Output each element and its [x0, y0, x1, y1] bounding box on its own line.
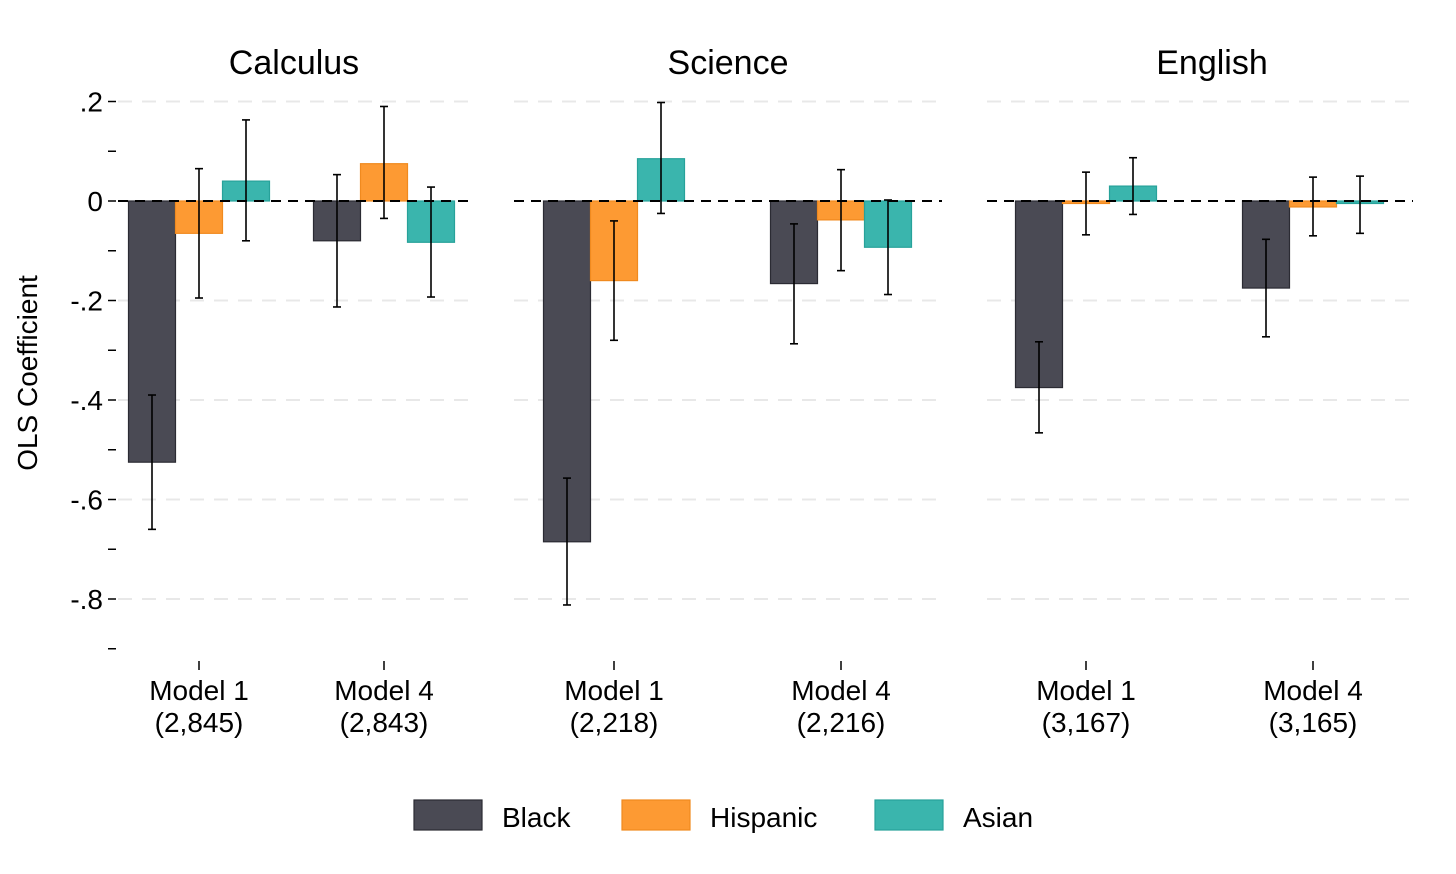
panel-title: Calculus [229, 44, 359, 82]
x-category-sublabel: (3,167) [1042, 707, 1131, 738]
legend-item-asian: Asian [874, 799, 1033, 833]
legend-label-hispanic: Hispanic [710, 802, 817, 833]
legend-item-hispanic: Hispanic [621, 799, 817, 833]
error-bar-english-model-4-black [1262, 238, 1270, 338]
x-category-sublabel: (3,165) [1269, 707, 1358, 738]
x-category-sublabel: (2,218) [570, 707, 659, 738]
error-bar-calculus-model-1-hispanic [195, 167, 203, 299]
x-category-label: Model 1 [564, 675, 664, 706]
panel-title: English [1156, 44, 1268, 82]
x-category-label: Model 1 [1036, 675, 1136, 706]
panel-english: English Model 1(3,167) Model 4(3,165) [987, 44, 1413, 738]
y-tick-label: 0 [87, 186, 103, 217]
legend-swatch-asian [874, 799, 944, 831]
error-bar-science-model-1-asian [657, 101, 665, 215]
error-bar-science-model-4-black [790, 223, 798, 345]
y-axis: .2 0 -.2 -.4 -.6 -.8 [70, 87, 116, 650]
error-bar-calculus-model-4-hispanic [380, 105, 388, 220]
x-category-label: Model 4 [1263, 675, 1363, 706]
error-bar-science-model-1-black [563, 477, 571, 606]
error-bar-science-model-1-hispanic [610, 220, 618, 342]
legend-label-black: Black [502, 802, 571, 833]
error-bar-calculus-model-1-black [148, 394, 156, 531]
x-category-label: Model 4 [334, 675, 434, 706]
error-bar-calculus-model-1-asian [242, 119, 250, 242]
error-bar-english-model-4-hispanic [1309, 176, 1317, 237]
legend: Black Hispanic Asian [413, 799, 1033, 833]
y-tick-label: -.4 [70, 385, 103, 416]
error-bar-calculus-model-4-asian [427, 186, 435, 298]
y-tick-label: -.2 [70, 286, 103, 317]
panel-science: Science Model 1(2,218) Model 4(2,216) [514, 44, 942, 738]
x-category-sublabel: (2,216) [797, 707, 886, 738]
y-tick-label: .2 [80, 87, 103, 118]
y-tick-label: -.8 [70, 584, 103, 615]
error-bar-english-model-4-asian [1356, 175, 1364, 235]
panel-calculus: Calculus Model 1(2,845) Model 4(2,843) [118, 44, 470, 738]
error-bar-english-model-1-black [1035, 340, 1043, 434]
y-tick-label: -.6 [70, 485, 103, 516]
legend-swatch-black [413, 799, 483, 831]
error-bar-science-model-4-asian [884, 199, 892, 296]
x-category-label: Model 1 [149, 675, 249, 706]
error-bar-calculus-model-4-black [333, 173, 341, 308]
error-bar-english-model-1-hispanic [1082, 171, 1090, 236]
legend-swatch-hispanic [621, 799, 691, 831]
error-bar-english-model-1-asian [1129, 156, 1137, 216]
x-category-label: Model 4 [791, 675, 891, 706]
x-category-sublabel: (2,845) [155, 707, 244, 738]
legend-item-black: Black [413, 799, 571, 833]
x-category-sublabel: (2,843) [340, 707, 429, 738]
legend-label-asian: Asian [963, 802, 1033, 833]
panel-title: Science [668, 44, 789, 82]
error-bar-science-model-4-hispanic [837, 168, 845, 272]
y-axis-label: OLS Coefficient [12, 275, 43, 471]
